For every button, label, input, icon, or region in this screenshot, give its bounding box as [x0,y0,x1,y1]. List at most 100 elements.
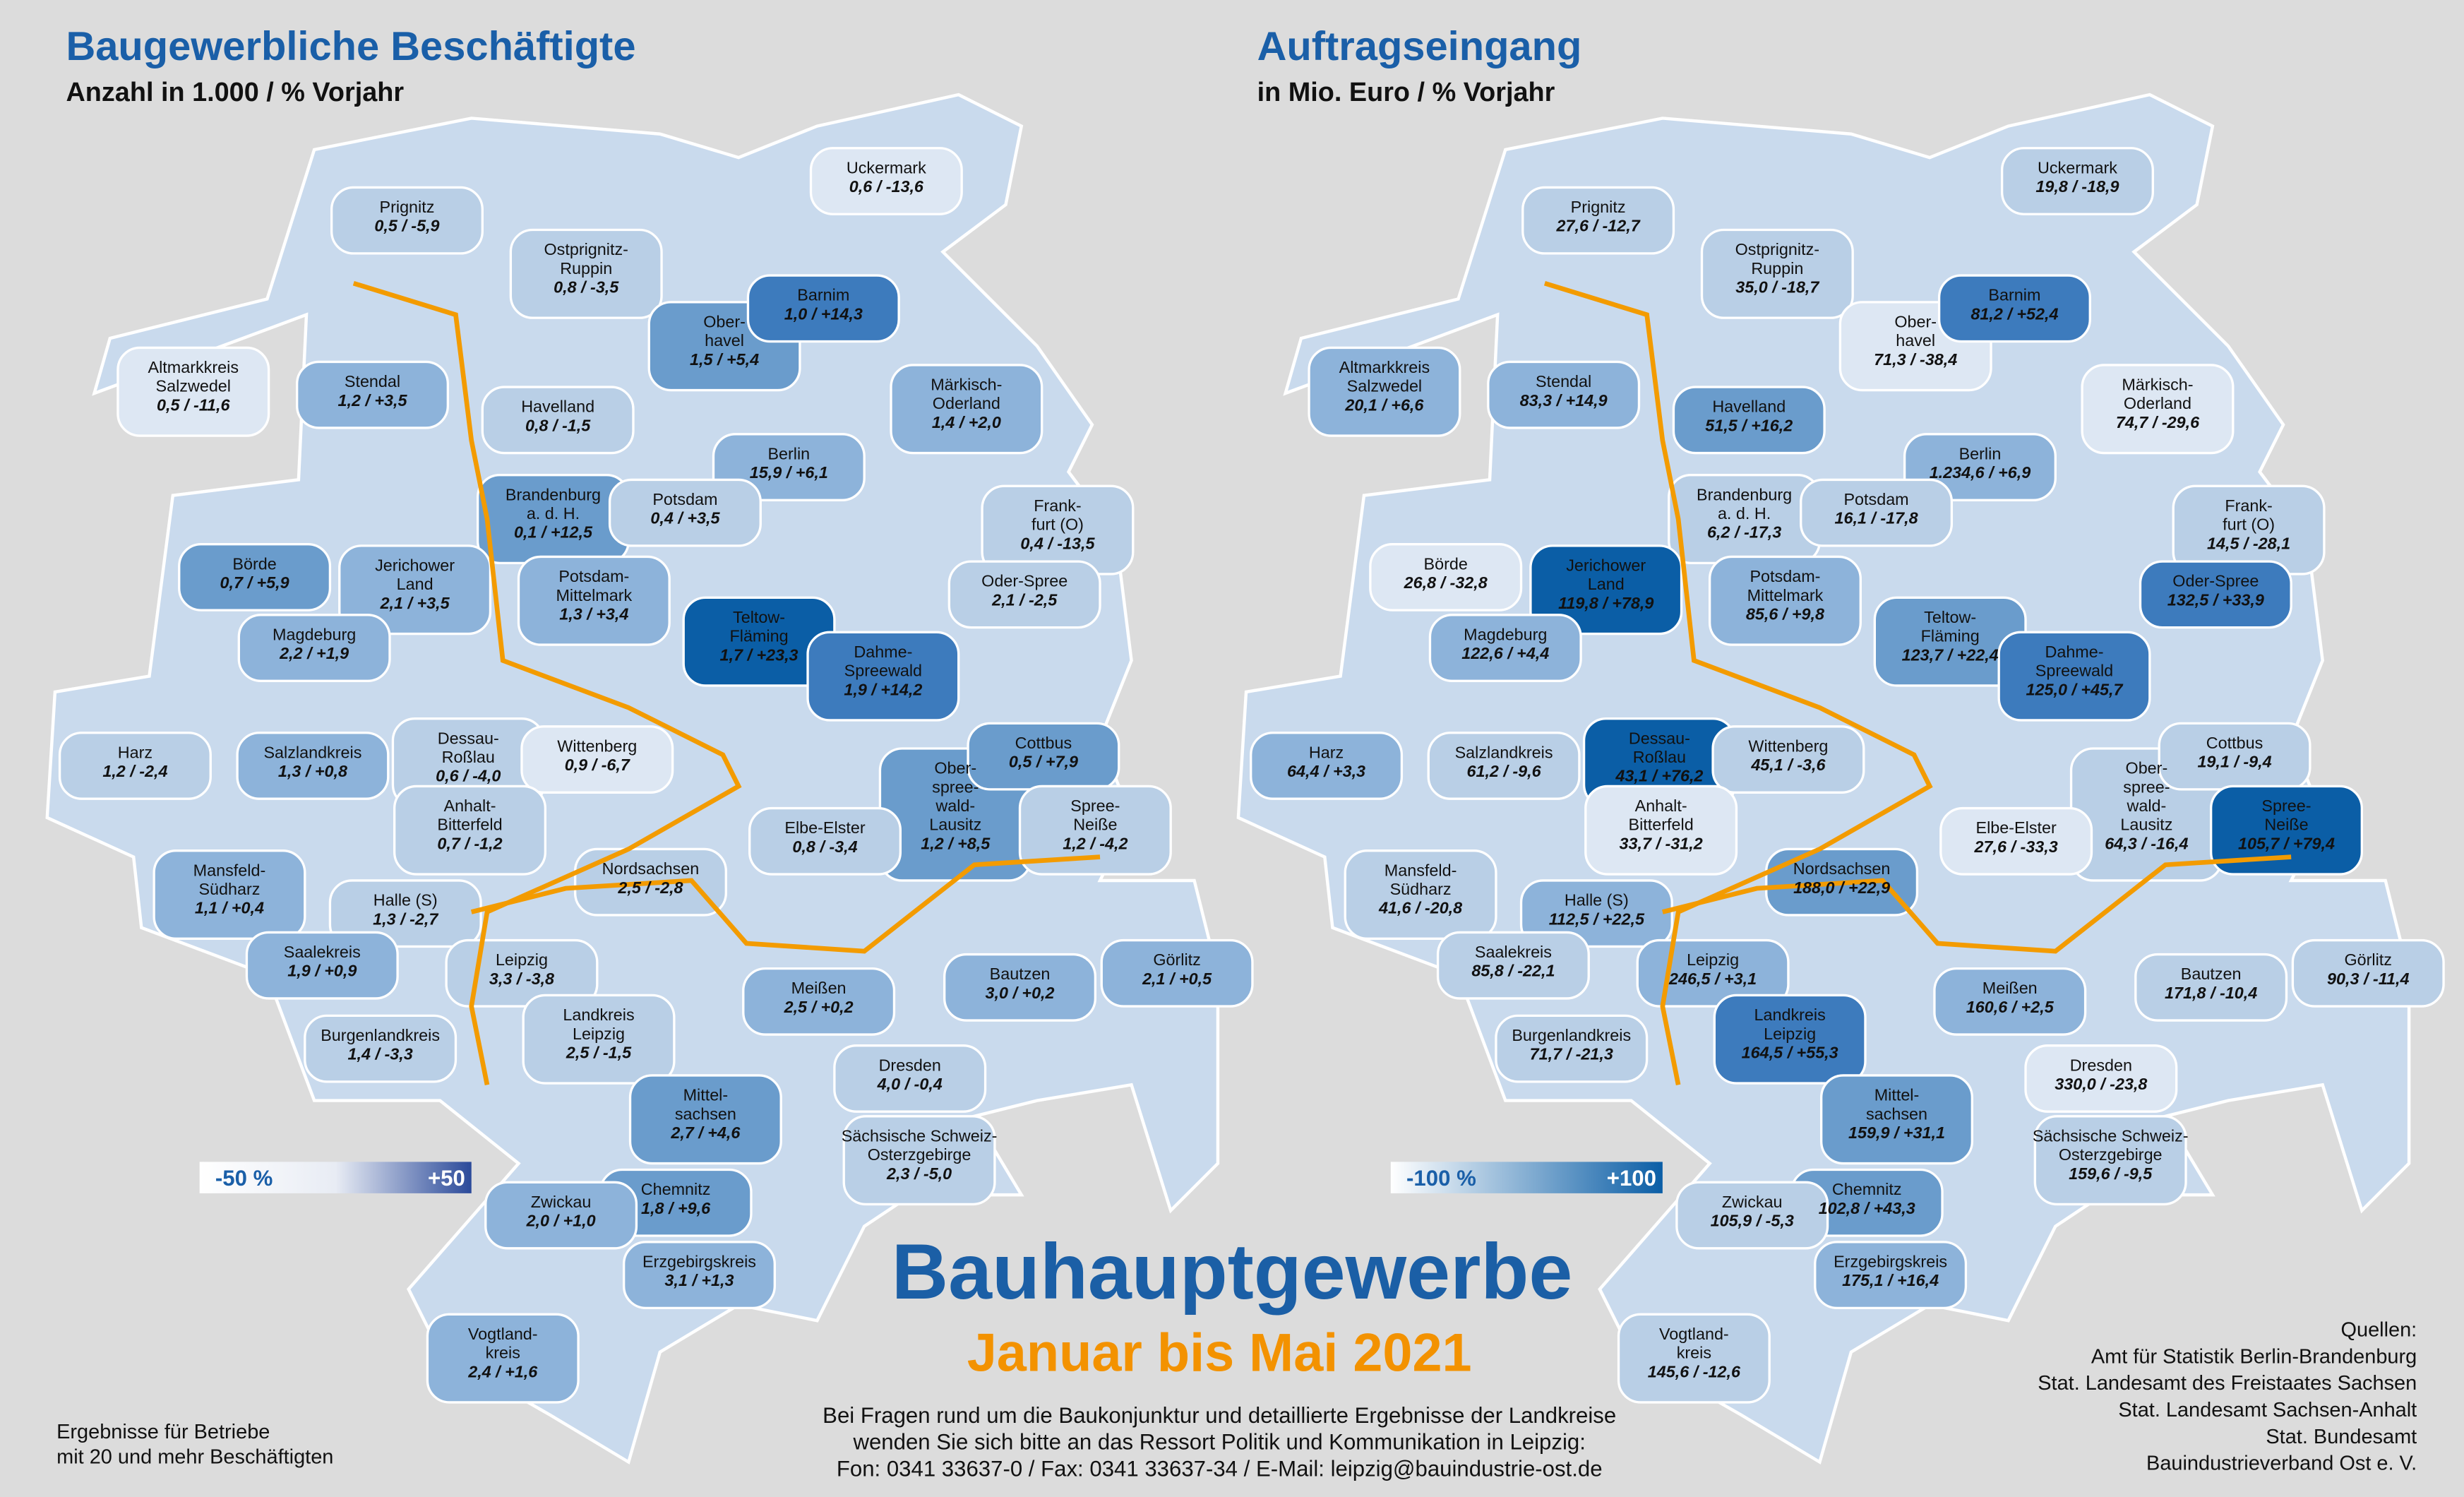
region-name: Ostprignitz- [544,240,628,258]
region-name: Stendal [345,372,400,390]
region-stat: 1.234,6 / +6,9 [1930,463,2031,482]
region-name: a. d. H. [527,504,580,523]
region-name: Mittelmark [1747,586,1824,604]
region-name: Roßlau [1633,748,1686,766]
region-stat: 119,8 / +78,9 [1558,594,1653,612]
region [517,555,671,646]
region [2291,938,2445,1008]
region-name: Osterzgebirge [2059,1145,2163,1164]
region-stat: 1,3 / -2,7 [373,909,438,928]
region [1427,732,1581,800]
region-name: Zwickau [1722,1193,1783,1211]
region-name: Uckermark [2038,158,2117,177]
source-line: Stat. Bundesamt [2266,1426,2417,1448]
map-subtitle: in Mio. Euro / % Vorjahr [1257,78,1555,107]
region-name: Berlin [767,444,810,463]
region-stat: 330,0 / -23,8 [2055,1075,2147,1093]
region [296,360,450,429]
region-name: Havelland [521,398,594,416]
source-line: Amt für Statistik Berlin-Brandenburg [2091,1345,2417,1368]
footnote: Ergebnisse für Betriebe [56,1421,270,1443]
region-name: Potsdam [1843,490,1908,508]
region-name: Neiße [2264,816,2308,834]
region-stat: 246,5 / +3,1 [1668,970,1757,988]
region-stat: 159,9 / +31,1 [1848,1123,1945,1142]
region-name: Lausitz [929,816,981,834]
region [1308,346,1461,437]
region [1700,228,1854,319]
region-name: Stendal [1536,372,1591,390]
region-stat: 123,7 / +22,4 [1902,645,1999,664]
region-stat: 61,2 / -9,6 [1466,762,1541,780]
region-name: Südharz [1390,880,1452,898]
region-stat: 6,2 / -17,3 [1707,523,1781,542]
region-name: Spree- [1070,797,1120,815]
region [1814,1241,1968,1310]
region-name: spree- [932,777,979,796]
region [2024,1044,2178,1113]
region [2134,953,2288,1022]
region [338,544,492,636]
region-name: Chemnitz [1832,1180,1902,1198]
region-name: Prignitz [1571,198,1626,216]
region-name: Bautzen [990,965,1051,983]
map: Baugewerbliche Beschäftigte Anzahl in 1.0… [45,24,1254,1465]
region-stat: 2,0 / +1,0 [526,1212,596,1230]
region-name: Sächsische Schweiz- [2033,1126,2189,1145]
map-title: Auftragseingang [1257,24,1582,69]
region-name: Elbe-Elster [1976,818,2057,837]
region-name: Land [1588,575,1625,593]
map-subtitle: Anzahl in 1.000 / % Vorjahr [66,78,404,107]
contact-line: Fon: 0341 33637-0 / Fax: 0341 33637-34 /… [837,1457,1603,1481]
region-name: havel [1896,331,1935,350]
region [748,806,902,876]
region [1819,1074,1974,1165]
region-name: Ruppin [1751,259,1803,278]
region [509,228,663,319]
region-name: Zwickau [531,1193,592,1211]
region [622,1241,776,1310]
region-name: Mittelmark [556,586,632,604]
region-stat: 0,4 / +3,5 [650,509,720,527]
region-name: Altmarkkreis [1339,358,1430,376]
region-stat: 1,0 / +14,3 [784,304,863,323]
region-name: Oder-Spree [981,572,1067,590]
region [1933,967,2087,1036]
region-name: wald- [935,797,975,815]
region-stat: 188,0 / +22,9 [1793,878,1890,897]
region [2033,1115,2187,1206]
region [890,364,1043,455]
region [608,478,762,547]
region-stat: 1,2 / -2,4 [102,762,167,780]
region-stat: 45,1 / -3,6 [1750,756,1826,774]
region-stat: 1,2 / -4,2 [1063,834,1128,852]
region [1344,849,1497,940]
region-stat: 74,7 / -29,6 [2116,413,2200,431]
region-stat: 64,3 / -16,4 [2105,834,2188,852]
region-name: Cottbus [2206,734,2263,752]
region [1636,938,1790,1008]
region-stat: 0,8 / -1,5 [525,416,591,434]
region-stat: 64,4 / +3,3 [1287,762,1365,780]
region-name: Harz [1309,743,1344,761]
region-name: Oderland [933,394,1000,412]
region-stat: 0,8 / -3,4 [792,837,857,856]
region-name: Leipzig [573,1025,625,1043]
region-name: Lausitz [2120,816,2172,834]
region-stat: 43,1 / +76,2 [1615,767,1703,785]
region [746,274,900,343]
region-name: Bautzen [2181,965,2242,983]
maps: Baugewerbliche Beschäftigte Anzahl in 1.0… [45,24,2445,1465]
map-title: Baugewerbliche Beschäftigte [66,24,635,69]
region [1250,732,1404,800]
region-name: Spreewald [2035,662,2113,680]
region [1487,360,1641,429]
region-name: Dessau- [438,729,499,747]
region-name: Potsdam- [1750,567,1820,585]
region-name: Potsdam [652,490,717,508]
region-name: Ober- [1894,312,1937,330]
region-stat: 15,9 / +6,1 [750,463,828,482]
region [1672,386,1826,455]
region-name: Oder-Spree [2172,572,2259,590]
